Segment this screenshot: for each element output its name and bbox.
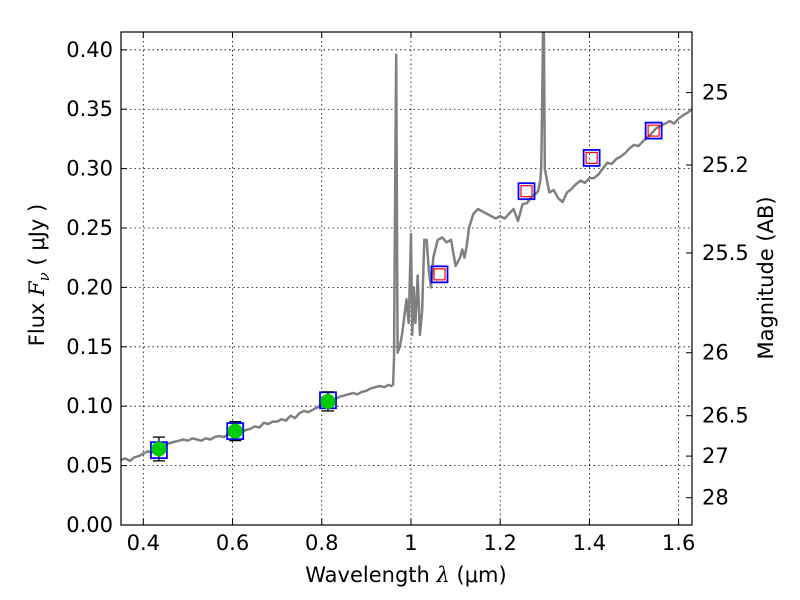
model-spectrum-line (121, 32, 692, 463)
model-flux-inner-box (433, 268, 446, 281)
y-tick-label: 0.40 (66, 38, 113, 62)
model-flux-inner-box (585, 151, 598, 165)
y-tick-label: 0.30 (66, 157, 113, 181)
y-tick-label: 0.20 (66, 275, 113, 299)
model-flux-box (644, 121, 663, 140)
y-axis-label: Flux Fν ( μJy ) (25, 204, 53, 346)
magnitude-tick-label: 26.5 (702, 404, 749, 428)
y-tick-label: 0.00 (66, 513, 113, 537)
x-tick-label: 1.6 (662, 531, 695, 555)
model-flux-box (430, 265, 449, 284)
y-tick-label: 0.15 (66, 335, 113, 359)
magnitude-tick-label: 27 (702, 444, 729, 468)
x-tick-label: 0.6 (216, 531, 249, 555)
axis-ticks: 0.4 0.6 0.8 1 1.2 1.4 1.6 0.00 0.05 0.10 0.15 0.20 0… (66, 32, 749, 555)
magnitude-tick-label: 25.2 (702, 153, 749, 177)
magnitude-tick-label: 25.5 (702, 241, 749, 265)
detection-point (227, 423, 243, 439)
y-tick-label: 0.35 (66, 97, 113, 121)
x-axis-label: Wavelength λ (μm) (305, 563, 506, 587)
detection-point (151, 441, 167, 457)
magnitude-axis-label: Magnitude (AB) (754, 196, 778, 359)
y-tick-label: 0.10 (66, 394, 113, 418)
model-spectrum-layer (121, 32, 692, 463)
detection-point (320, 393, 336, 409)
model-flux-box (582, 149, 601, 167)
model-flux-inner-box (647, 124, 660, 137)
plot-frame (120, 31, 693, 526)
magnitude-tick-label: 25 (702, 81, 729, 105)
model-flux-inner-box (520, 185, 533, 198)
grid-lines (121, 32, 692, 526)
y-tick-label: 0.25 (66, 216, 113, 240)
x-tick-label: 1.4 (573, 531, 606, 555)
x-tick-label: 0.4 (127, 531, 160, 555)
photometry-layer (150, 121, 663, 462)
magnitude-tick-label: 26 (702, 341, 729, 365)
x-tick-label: 1 (404, 531, 417, 555)
y-tick-label: 0.05 (66, 454, 113, 478)
model-flux-box (517, 182, 536, 201)
magnitude-tick-label: 28 (702, 486, 729, 510)
x-tick-label: 0.8 (305, 531, 338, 555)
x-tick-label: 1.2 (483, 531, 516, 555)
